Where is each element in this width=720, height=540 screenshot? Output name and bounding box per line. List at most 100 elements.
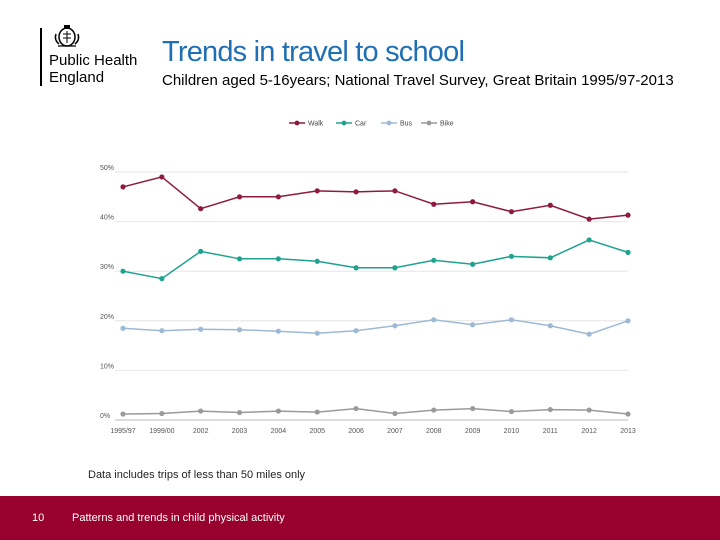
- x-tick-label: 2002: [193, 428, 209, 435]
- data-point-bus: [470, 322, 476, 328]
- x-tick-label: 1995/97: [110, 428, 135, 435]
- data-point-bus: [625, 318, 631, 324]
- data-point-car: [275, 256, 281, 262]
- series-line-walk: [122, 176, 629, 220]
- x-tick-label: 2009: [465, 428, 481, 435]
- royal-crest-icon: [54, 25, 80, 47]
- data-point-bus: [547, 323, 553, 329]
- data-point-bus: [275, 328, 281, 334]
- legend-label-walk: Walk: [308, 121, 324, 128]
- y-tick-label: 10%: [100, 363, 114, 370]
- x-tick-label: 2008: [426, 428, 442, 435]
- data-point-walk: [198, 206, 204, 212]
- data-point-walk: [353, 189, 359, 195]
- logo-line-1: Public Health: [49, 52, 138, 69]
- series-line-bike: [122, 407, 629, 415]
- data-point-walk: [470, 199, 476, 205]
- page-subtitle: Children aged 5-16years; National Travel…: [162, 72, 674, 89]
- x-tick-label: 2003: [232, 428, 248, 435]
- data-point-bike: [159, 410, 165, 417]
- legend-marker-bike: [426, 120, 432, 126]
- data-point-car: [314, 258, 320, 264]
- logo-text: Public Health England: [49, 52, 137, 86]
- data-point-car: [353, 265, 359, 271]
- x-tick-label: 2006: [348, 428, 364, 435]
- logo-line-2: England: [49, 69, 105, 86]
- y-tick-label: 50%: [100, 165, 114, 172]
- x-tick-label: 2004: [271, 428, 287, 435]
- data-point-bike: [353, 405, 359, 412]
- data-point-bus: [508, 317, 515, 323]
- data-point-bike: [275, 408, 281, 414]
- y-tick-label: 0%: [100, 413, 110, 420]
- series-line-bus: [122, 319, 629, 335]
- data-point-bike: [198, 408, 204, 414]
- data-point-walk: [547, 202, 553, 208]
- legend-marker-car: [341, 120, 347, 126]
- page-title: Trends in travel to school: [162, 36, 465, 68]
- data-point-bus: [431, 317, 437, 323]
- footer-text: Patterns and trends in child physical ac…: [72, 512, 285, 524]
- data-point-car: [470, 261, 476, 267]
- data-point-car: [198, 248, 204, 254]
- data-point-walk: [431, 201, 437, 207]
- data-point-bike: [431, 407, 437, 413]
- series-line-car: [122, 239, 629, 280]
- data-point-walk: [120, 184, 126, 190]
- data-point-bus: [236, 327, 243, 333]
- data-point-car: [431, 257, 437, 263]
- legend-marker-walk: [294, 120, 300, 126]
- y-tick-label: 40%: [100, 215, 114, 222]
- data-point-car: [120, 268, 126, 274]
- data-point-walk: [392, 188, 398, 194]
- data-point-bike: [120, 411, 126, 417]
- data-point-bike: [392, 410, 398, 417]
- data-point-car: [625, 249, 631, 255]
- data-point-bike: [625, 411, 631, 417]
- data-point-bus: [120, 325, 126, 331]
- data-point-car: [392, 265, 398, 271]
- logo-divider: [40, 28, 42, 86]
- data-point-bus: [392, 323, 398, 329]
- page-number: 10: [32, 512, 45, 524]
- data-point-car: [586, 237, 592, 243]
- data-point-car: [236, 256, 243, 262]
- phe-logo: Public Health England: [40, 22, 150, 92]
- x-tick-label: 2011: [543, 428, 558, 435]
- x-tick-label: 1999/00: [149, 428, 174, 435]
- x-tick-label: 2005: [309, 428, 325, 435]
- y-tick-label: 20%: [100, 314, 114, 321]
- data-point-bus: [159, 328, 165, 334]
- data-point-bike: [586, 407, 592, 413]
- y-tick-label: 30%: [100, 264, 114, 271]
- data-point-walk: [625, 212, 631, 218]
- data-point-bus: [353, 328, 359, 334]
- data-point-bus: [586, 331, 592, 337]
- x-tick-label: 2010: [504, 428, 520, 435]
- x-tick-label: 2013: [620, 428, 636, 435]
- data-point-walk: [314, 188, 320, 194]
- data-point-bus: [314, 330, 320, 336]
- legend-label-car: Car: [355, 121, 367, 128]
- data-point-bike: [314, 409, 320, 415]
- data-point-bus: [198, 326, 204, 332]
- data-point-walk: [586, 216, 592, 222]
- data-point-walk: [159, 174, 165, 180]
- data-note: Data includes trips of less than 50 mile…: [88, 469, 306, 481]
- data-point-car: [159, 276, 165, 282]
- data-point-bike: [470, 405, 476, 412]
- legend-marker-bus: [386, 120, 392, 126]
- data-point-bike: [547, 406, 553, 413]
- x-tick-label: 2007: [387, 428, 403, 435]
- data-point-walk: [508, 209, 515, 215]
- x-tick-label: 2012: [581, 428, 597, 435]
- footer-bar: 10 Patterns and trends in child physical…: [0, 496, 720, 540]
- data-point-bike: [236, 409, 243, 416]
- data-point-car: [508, 253, 515, 259]
- legend-label-bus: Bus: [400, 121, 413, 128]
- data-point-walk: [275, 194, 281, 200]
- data-point-walk: [236, 194, 243, 200]
- legend-label-bike: Bike: [440, 121, 454, 128]
- data-point-car: [547, 255, 553, 261]
